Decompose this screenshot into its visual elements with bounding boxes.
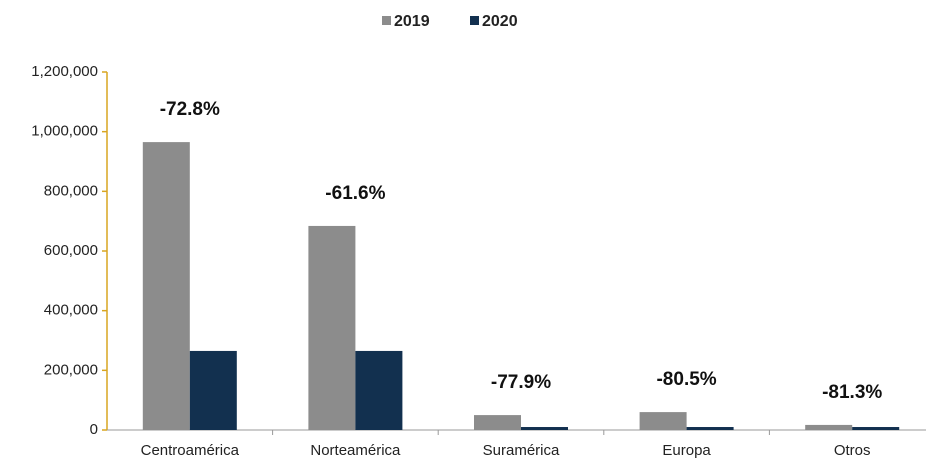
y-tick-label: 400,000 [44,302,98,319]
bar [474,415,521,430]
annotation: -61.6% [325,183,385,204]
bar [189,350,237,430]
bar [142,142,190,430]
y-tick-label: 0 [90,421,98,438]
legend-label: 2020 [482,13,518,30]
x-tick-label: Norteamérica [310,442,401,459]
bar [805,424,853,430]
bar [686,427,734,430]
legend-label: 2019 [394,13,430,30]
x-tick-label: Otros [834,442,871,459]
x-tick-label: Suramérica [483,442,560,459]
legend-swatch [470,16,479,25]
legend-swatch [382,16,391,25]
annotation: -77.9% [491,372,551,393]
y-tick-label: 1,200,000 [31,63,98,80]
annotation: -80.5% [656,369,716,390]
x-tick-label: Europa [662,442,711,459]
annotation: -81.3% [822,382,882,403]
y-tick-label: 200,000 [44,361,98,378]
bar [852,427,900,430]
y-tick-label: 600,000 [44,242,98,259]
bar [639,412,687,430]
y-tick-label: 1,000,000 [31,123,98,140]
annotation: -72.8% [160,99,220,120]
x-tick-label: Centroamérica [141,442,240,459]
y-tick-label: 800,000 [44,182,98,199]
bar [308,225,356,430]
bar [521,427,568,430]
bar [355,350,403,430]
